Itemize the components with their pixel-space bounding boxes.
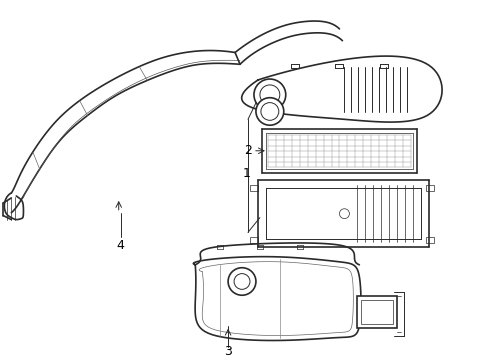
Bar	[250, 237, 258, 243]
Circle shape	[228, 268, 256, 295]
Circle shape	[234, 274, 250, 289]
Text: 2: 2	[244, 144, 252, 157]
Text: 4: 4	[117, 239, 124, 252]
Circle shape	[254, 79, 286, 111]
Text: 1: 1	[243, 167, 251, 180]
Bar	[426, 237, 434, 243]
Bar	[426, 185, 434, 191]
Circle shape	[260, 85, 280, 105]
Bar	[361, 300, 393, 324]
Text: 3: 3	[224, 345, 232, 358]
Bar	[357, 296, 397, 328]
Circle shape	[256, 98, 284, 125]
Circle shape	[340, 209, 349, 219]
Bar	[250, 185, 258, 191]
Circle shape	[261, 103, 279, 120]
